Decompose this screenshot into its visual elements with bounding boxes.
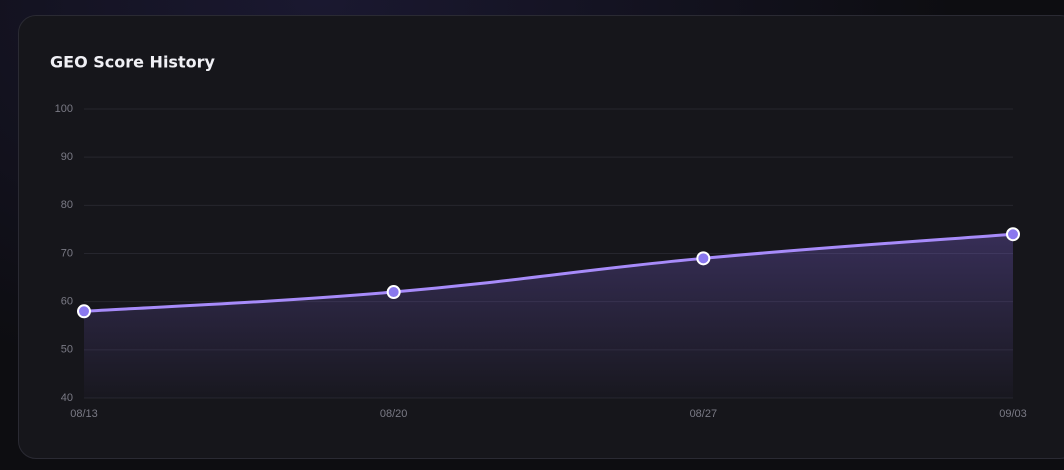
- y-tick-label: 40: [61, 392, 73, 404]
- y-tick-label: 90: [61, 151, 73, 163]
- point: [696, 251, 711, 266]
- x-tick-label: 09/03: [999, 408, 1027, 420]
- x-tick-label: 08/13: [70, 408, 98, 420]
- x-tick-label: 08/27: [690, 408, 718, 420]
- area: [84, 234, 1013, 398]
- line: [83, 232, 1014, 313]
- y-tick-label: 80: [61, 199, 73, 211]
- point: [386, 285, 401, 300]
- point: [77, 304, 91, 319]
- y-tick-label: 100: [55, 103, 73, 115]
- y-tick-label: 70: [61, 247, 73, 259]
- x-tick-label: 08/20: [380, 408, 408, 420]
- chart-title: GEO Score History: [50, 53, 215, 72]
- y-tick-label: 60: [61, 296, 73, 308]
- y-tick-label: 50: [61, 344, 73, 356]
- point: [1006, 227, 1020, 242]
